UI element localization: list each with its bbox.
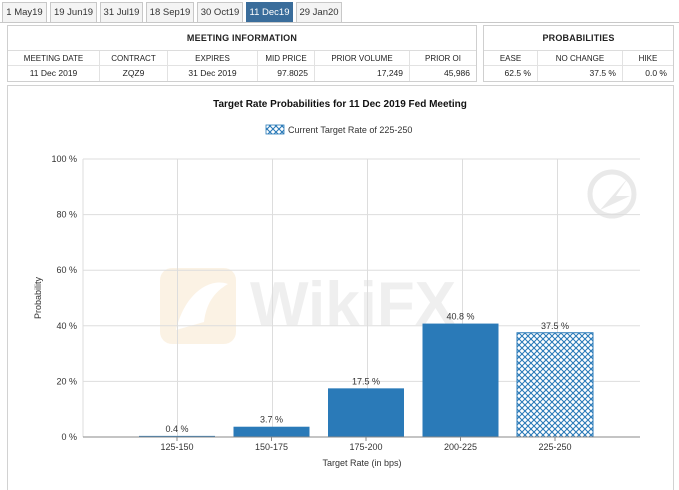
contract-value: ZQZ9 bbox=[100, 66, 168, 81]
x-tick-label: 125-150 bbox=[160, 442, 193, 452]
no-change-header: NO CHANGE bbox=[538, 51, 623, 66]
no-change-value: 37.5 % bbox=[538, 66, 623, 81]
prior-volume-header: PRIOR VOLUME bbox=[315, 51, 410, 66]
y-axis-ticks: 0 % 20 % 40 % 60 % 80 % 100 % bbox=[51, 154, 77, 442]
bar-value-label: 40.8 % bbox=[446, 312, 474, 322]
bar-200-225 bbox=[422, 323, 499, 437]
y-tick-label: 60 % bbox=[56, 265, 77, 275]
prior-volume-value: 17,249 bbox=[315, 66, 410, 81]
tab-18-sep19[interactable]: 18 Sep19 bbox=[146, 2, 194, 22]
tab-19-jun19[interactable]: 19 Jun19 bbox=[50, 2, 97, 22]
chart-title: Target Rate Probabilities for 11 Dec 201… bbox=[213, 99, 467, 110]
bar-value-label: 3.7 % bbox=[260, 415, 283, 425]
probabilities-table: PROBABILITIES EASE NO CHANGE HIKE 62.5 %… bbox=[483, 25, 674, 82]
watermark-text: WikiFX bbox=[250, 270, 456, 339]
ease-header: EASE bbox=[484, 51, 538, 66]
bars: 0.4 % 3.7 % 17.5 % 40.8 % 37.5 % bbox=[139, 312, 594, 438]
bar-value-label: 0.4 % bbox=[165, 424, 188, 434]
meeting-date-value: 11 Dec 2019 bbox=[8, 66, 100, 81]
legend-swatch bbox=[265, 124, 285, 135]
bar-150-175 bbox=[233, 426, 310, 437]
x-tick-label: 175-200 bbox=[349, 442, 382, 452]
x-tick-label: 225-250 bbox=[538, 442, 571, 452]
hike-value: 0.0 % bbox=[645, 68, 667, 78]
y-tick-label: 40 % bbox=[56, 321, 77, 331]
tabs-divider bbox=[0, 22, 679, 23]
bar-175-200 bbox=[328, 388, 404, 437]
ease-value: 62.5 % bbox=[484, 66, 538, 81]
tab-30-oct19[interactable]: 30 Oct19 bbox=[197, 2, 243, 22]
tab-29-jan20[interactable]: 29 Jan20 bbox=[296, 2, 342, 22]
corner-logo bbox=[587, 169, 637, 219]
contract-header: CONTRACT bbox=[100, 51, 168, 66]
mid-price-header: MID PRICE bbox=[258, 51, 315, 66]
y-tick-label: 0 % bbox=[61, 432, 77, 442]
bar-value-label: 17.5 % bbox=[352, 376, 380, 386]
tab-31-jul19[interactable]: 31 Jul19 bbox=[100, 2, 143, 22]
bar-225-250 bbox=[516, 332, 594, 438]
y-tick-label: 20 % bbox=[56, 376, 77, 386]
meeting-information-table: MEETING INFORMATION MEETING DATE CONTRAC… bbox=[7, 25, 477, 82]
meeting-tabs: 1 May19 19 Jun19 31 Jul19 18 Sep19 30 Oc… bbox=[0, 0, 679, 24]
mid-price-value: 97.8025 bbox=[258, 66, 315, 81]
meeting-date-header: MEETING DATE bbox=[8, 51, 100, 66]
bar-value-label: 37.5 % bbox=[541, 321, 569, 331]
y-tick-label: 80 % bbox=[56, 210, 77, 220]
watermark: WikiFX bbox=[160, 268, 456, 344]
x-tick-label: 200-225 bbox=[444, 442, 477, 452]
probabilities-heading: PROBABILITIES bbox=[484, 26, 673, 51]
prior-oi-value: 45,986 bbox=[444, 68, 470, 78]
tab-1-may19[interactable]: 1 May19 bbox=[2, 2, 47, 22]
expires-value: 31 Dec 2019 bbox=[168, 66, 258, 81]
y-tick-label: 100 % bbox=[51, 154, 77, 164]
x-axis-label: Target Rate (in bps) bbox=[322, 458, 401, 468]
expires-header: EXPIRES bbox=[168, 51, 258, 66]
hike-header: HIKE bbox=[623, 51, 673, 66]
y-axis-label: Probability bbox=[33, 276, 43, 319]
x-axis-ticks: 125-150 150-175 175-200 200-225 225-250 bbox=[160, 437, 572, 452]
legend-label: Current Target Rate of 225-250 bbox=[288, 125, 412, 135]
x-tick-label: 150-175 bbox=[255, 442, 288, 452]
meeting-information-heading: MEETING INFORMATION bbox=[8, 26, 476, 51]
tab-11-dec19[interactable]: 11 Dec19 bbox=[246, 2, 293, 22]
prior-oi-header: PRIOR OI bbox=[410, 51, 476, 66]
